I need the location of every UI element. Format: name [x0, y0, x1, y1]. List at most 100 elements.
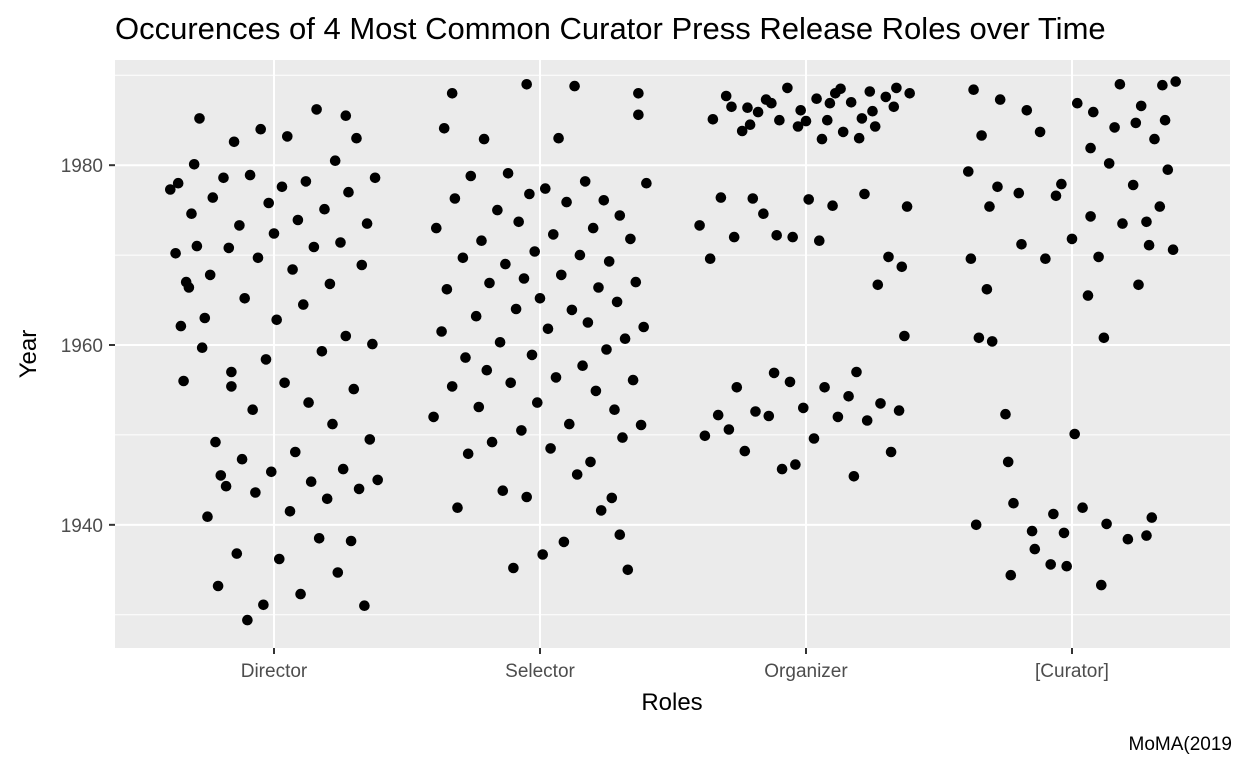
data-point	[712, 409, 724, 421]
data-point	[816, 133, 828, 145]
data-point	[819, 382, 830, 393]
data-point	[771, 230, 782, 241]
data-point	[194, 113, 205, 124]
data-point	[524, 188, 535, 200]
data-point	[992, 181, 1003, 193]
data-point	[1005, 569, 1017, 581]
data-point	[1154, 201, 1166, 212]
data-point	[766, 97, 777, 109]
data-point	[577, 360, 588, 372]
data-point	[1034, 126, 1046, 138]
data-point	[321, 493, 333, 505]
chart-title: Occurences of 4 Most Common Curator Pres…	[115, 11, 1106, 46]
data-point	[1077, 502, 1088, 513]
data-point	[180, 276, 192, 288]
data-point	[290, 446, 301, 458]
data-point	[603, 256, 615, 267]
data-point	[258, 599, 269, 611]
data-point	[186, 208, 197, 219]
data-point	[332, 567, 344, 578]
data-point	[345, 535, 357, 547]
data-point	[324, 278, 336, 290]
data-point	[526, 349, 538, 361]
data-point	[782, 82, 793, 94]
data-point	[1029, 543, 1041, 555]
data-point	[1103, 158, 1115, 169]
data-point	[263, 197, 275, 209]
data-point	[814, 235, 825, 246]
data-point	[473, 401, 485, 413]
data-point	[1085, 211, 1096, 222]
data-point	[343, 186, 354, 198]
data-point	[1122, 533, 1134, 545]
data-point	[694, 220, 705, 231]
data-point	[207, 192, 219, 203]
data-point	[803, 194, 814, 205]
data-point	[867, 105, 878, 117]
data-point	[1130, 117, 1142, 129]
data-point	[1072, 97, 1083, 109]
data-point	[1008, 497, 1019, 509]
data-point	[165, 184, 176, 195]
data-point	[1167, 244, 1179, 255]
data-point	[1135, 100, 1147, 112]
data-point	[1048, 508, 1059, 520]
data-point	[340, 110, 352, 121]
data-point	[1088, 106, 1099, 118]
data-point	[484, 277, 495, 289]
data-point	[883, 251, 894, 263]
data-point	[742, 102, 753, 113]
data-point	[798, 402, 809, 414]
data-point	[492, 204, 503, 216]
data-point	[901, 201, 913, 212]
x-axis-title: Roles	[641, 689, 702, 716]
data-point	[633, 109, 644, 121]
data-point	[763, 410, 775, 422]
data-point	[875, 398, 886, 409]
data-point	[598, 195, 610, 206]
data-point	[436, 326, 447, 337]
data-point	[449, 193, 461, 204]
data-point	[601, 344, 612, 355]
data-point	[1149, 133, 1160, 145]
data-point	[1058, 527, 1070, 539]
data-point	[795, 105, 806, 116]
grid-major	[115, 60, 1230, 648]
data-point	[508, 562, 519, 574]
data-point	[970, 519, 982, 531]
data-point	[1143, 239, 1155, 251]
data-point	[619, 333, 631, 345]
data-point	[497, 485, 509, 497]
data-point	[348, 383, 360, 395]
data-point	[353, 483, 365, 495]
data-point	[329, 155, 341, 166]
data-point	[204, 269, 216, 281]
data-point	[266, 466, 277, 478]
data-point	[537, 549, 548, 560]
data-point	[540, 183, 551, 194]
data-point	[470, 310, 482, 322]
x-tick-label: Selector	[505, 661, 575, 682]
data-point	[582, 317, 594, 328]
data-point	[880, 91, 892, 103]
y-tick-label: 1940	[61, 516, 103, 537]
data-point	[1050, 190, 1062, 202]
data-point	[553, 132, 564, 144]
data-point	[893, 405, 905, 416]
data-point	[579, 176, 591, 187]
data-point	[521, 491, 532, 503]
data-point	[843, 391, 854, 402]
data-point	[574, 249, 586, 261]
data-point	[1093, 251, 1104, 263]
y-axis-title: Year	[15, 330, 42, 379]
data-point	[1114, 79, 1126, 90]
data-point	[611, 296, 623, 308]
data-point	[564, 418, 575, 430]
data-point	[478, 133, 490, 145]
data-point	[973, 332, 985, 344]
data-point	[428, 411, 439, 423]
data-point	[587, 222, 599, 234]
data-point	[744, 119, 756, 130]
data-point	[542, 323, 554, 335]
data-point	[460, 352, 471, 363]
